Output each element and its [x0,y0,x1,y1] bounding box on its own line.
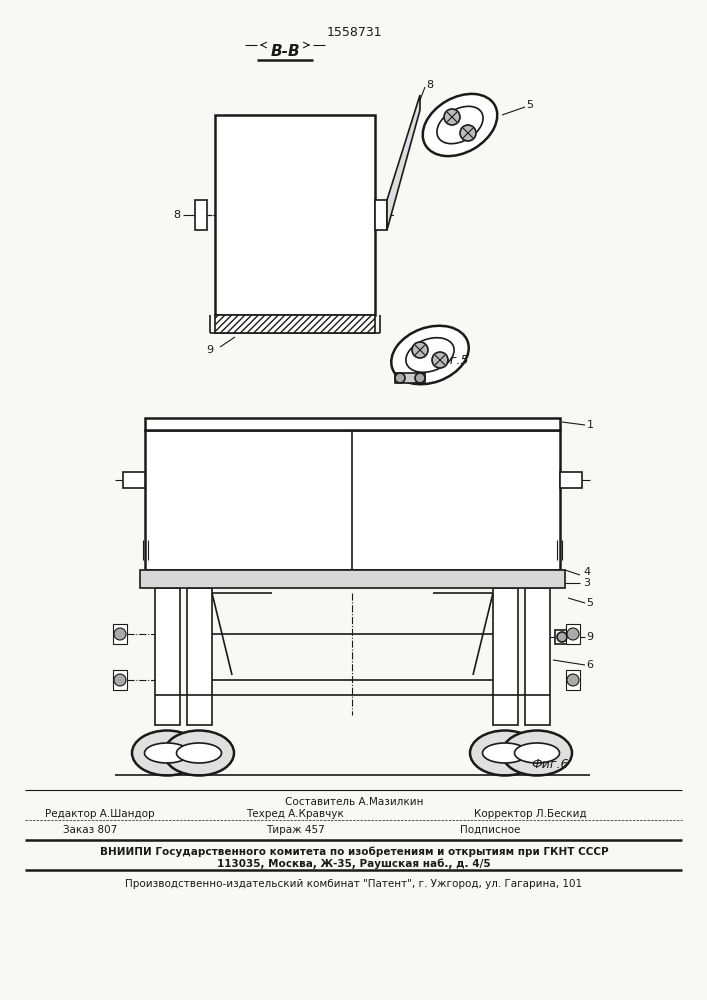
Text: 1558731: 1558731 [326,25,382,38]
Bar [140,570,565,588]
Text: Редактор А.Шандор: Редактор А.Шандор [45,809,155,819]
Text: Производственно-издательский комбинат "Патент", г. Ужгород, ул. Гагарина, 101: Производственно-издательский комбинат "П… [125,879,583,889]
Bar [375,200,387,230]
Bar [113,670,127,690]
Bar [187,588,212,725]
Bar [215,115,375,315]
Circle shape [557,632,567,642]
Text: 5: 5 [527,100,534,110]
Ellipse shape [177,743,221,763]
Ellipse shape [515,743,559,763]
Ellipse shape [470,730,540,776]
Bar [555,630,569,644]
Text: 8: 8 [426,80,433,90]
Text: Заказ 807: Заказ 807 [63,825,117,835]
Circle shape [444,109,460,125]
Text: 4: 4 [583,567,590,577]
Text: ВНИИПИ Государственного комитета по изобретениям и открытиям при ГКНТ СССР: ВНИИПИ Государственного комитета по изоб… [100,847,608,857]
Circle shape [567,628,579,640]
Ellipse shape [164,730,234,776]
Bar [566,624,580,644]
Text: Тираж 457: Тираж 457 [266,825,325,835]
Bar [145,418,560,430]
Bar [566,670,580,690]
Text: Корректор Л.Бескид: Корректор Л.Бескид [474,809,586,819]
Text: Составитель А.Мазилкин: Составитель А.Мазилкин [285,797,423,807]
Bar [113,624,127,644]
Text: 5: 5 [587,598,593,608]
Text: Техред А.Кравчук: Техред А.Кравчук [246,809,344,819]
Bar [215,315,375,333]
Ellipse shape [437,106,483,144]
Ellipse shape [482,743,527,763]
Text: 8: 8 [173,210,180,220]
Circle shape [460,125,476,141]
Ellipse shape [132,730,202,776]
Text: 1: 1 [587,420,593,430]
Ellipse shape [144,743,189,763]
Text: 6: 6 [587,660,593,670]
Text: Фиг.5: Фиг.5 [431,354,469,366]
Bar [123,472,145,488]
Bar [560,472,582,488]
Circle shape [114,628,126,640]
Ellipse shape [423,94,497,156]
Polygon shape [387,95,420,230]
Ellipse shape [406,338,454,372]
Circle shape [567,674,579,686]
Text: Подписное: Подписное [460,825,520,835]
Bar [395,373,425,383]
Ellipse shape [391,326,469,384]
Bar [155,588,180,725]
Bar [195,200,207,230]
Text: 3: 3 [583,578,590,588]
Text: 9: 9 [586,632,594,642]
Bar [525,588,550,725]
Text: В-В: В-В [270,44,300,60]
Bar [145,430,560,570]
Text: Фиг.6: Фиг.6 [531,758,568,772]
Circle shape [432,352,448,368]
Circle shape [415,373,425,383]
Bar [493,588,518,725]
Circle shape [412,342,428,358]
Circle shape [395,373,405,383]
Text: 113035, Москва, Ж-35, Раушская наб., д. 4/5: 113035, Москва, Ж-35, Раушская наб., д. … [217,859,491,869]
Text: 9: 9 [206,345,214,355]
Circle shape [114,674,126,686]
Ellipse shape [502,730,572,776]
